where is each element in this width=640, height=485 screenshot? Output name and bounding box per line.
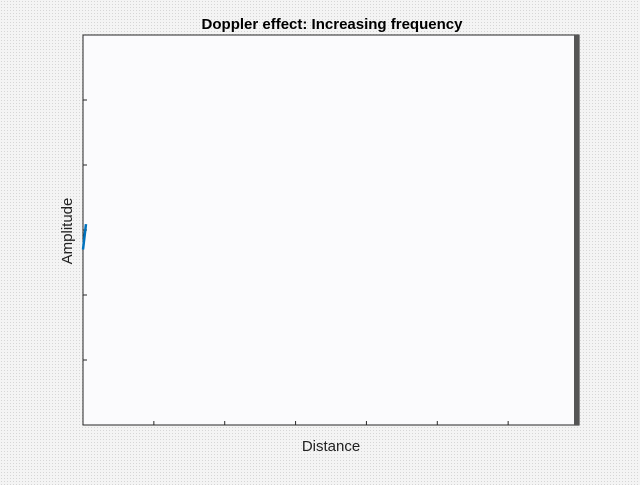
y-axis-label: Amplitude: [59, 198, 76, 265]
series-line: [81, 224, 88, 250]
plot-area: [82, 34, 580, 426]
chart-title: Doppler effect: Increasing frequency: [202, 16, 464, 33]
series-layer: [81, 224, 88, 250]
x-axis-label: Distance: [302, 438, 360, 455]
right-edge-marker: [574, 35, 579, 425]
